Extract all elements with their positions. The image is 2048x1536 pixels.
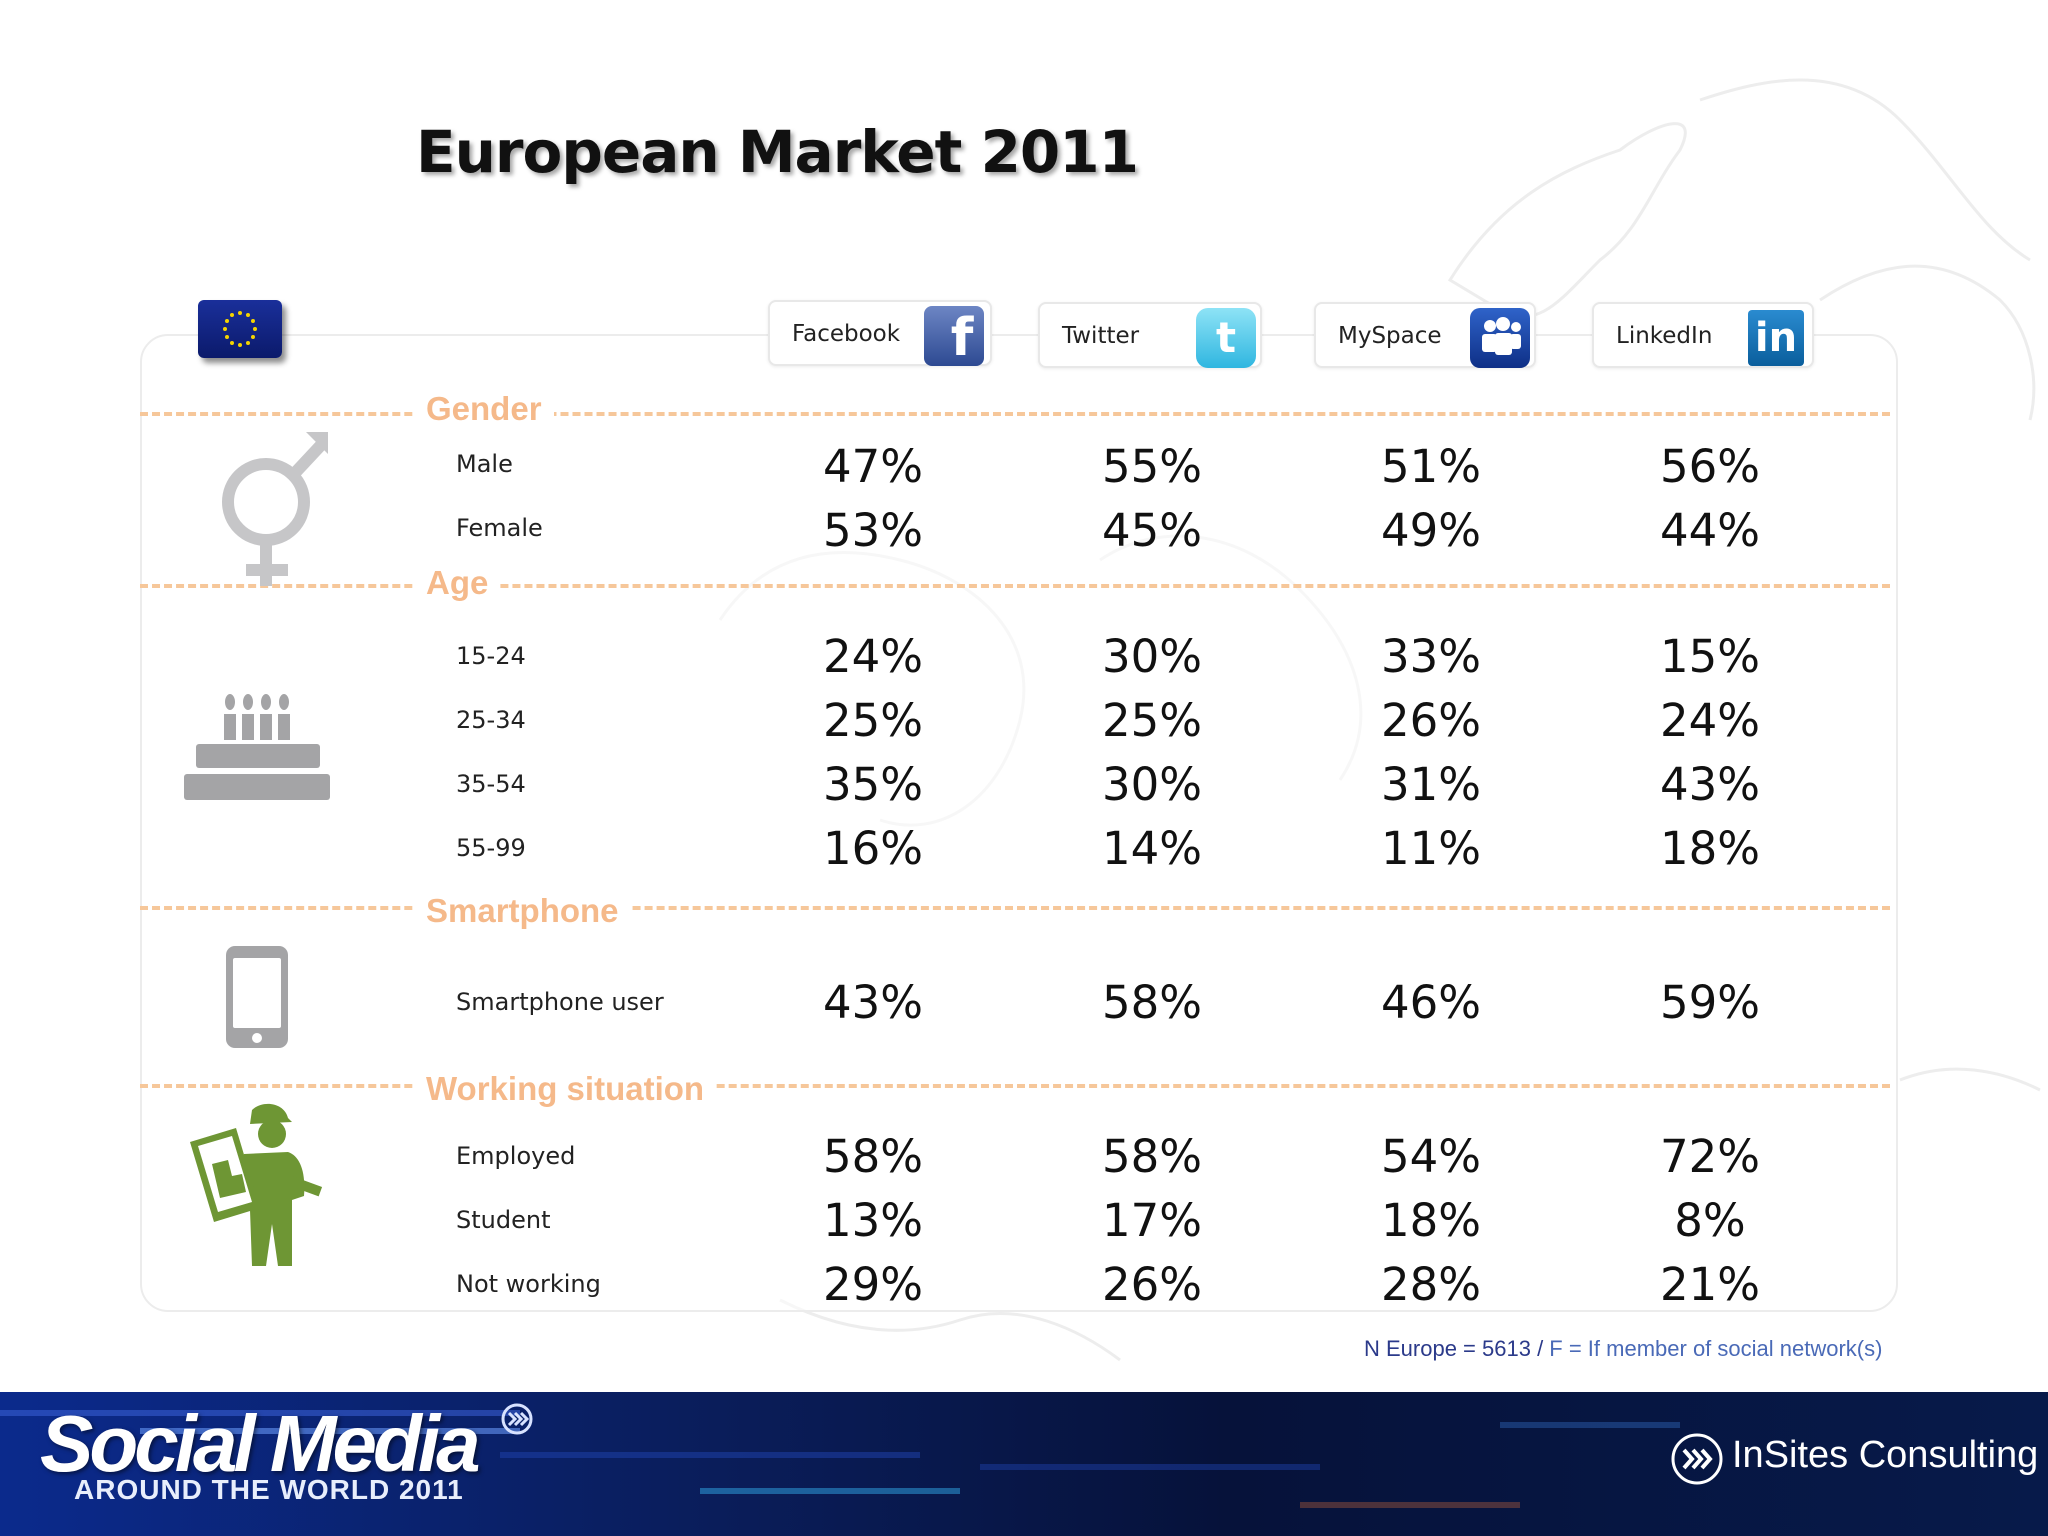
value-cell: 16%: [822, 822, 924, 875]
value-cell: 55%: [1101, 440, 1203, 493]
value-cell: 28%: [1380, 1258, 1482, 1311]
row-label-smartphone-user: Smartphone user: [456, 988, 664, 1016]
value-cell: 45%: [1101, 504, 1203, 557]
twitter-logo-icon: t: [1196, 308, 1256, 368]
column-header-label: Facebook: [792, 321, 901, 347]
social-media-brand-subtitle: AROUND THE WORLD 2011: [74, 1474, 464, 1505]
value-cell: 43%: [1659, 758, 1761, 811]
value-cell: 11%: [1380, 822, 1482, 875]
row-label-male: Male: [456, 450, 513, 478]
value-cell: 59%: [1659, 976, 1761, 1029]
value-cell: 14%: [1101, 822, 1203, 875]
sample-size-text: N Europe = 5613 /: [1364, 1336, 1544, 1361]
value-cell: 25%: [1101, 694, 1203, 747]
value-cell: 18%: [1380, 1194, 1482, 1247]
row-label-not-working: Not working: [456, 1270, 601, 1298]
eu-flag-icon: [198, 300, 282, 358]
insites-consulting-name: InSites Consulting: [1732, 1434, 2039, 1476]
column-header-label: Twitter: [1062, 323, 1140, 349]
value-cell: 21%: [1659, 1258, 1761, 1311]
linkedin-logo-icon: in: [1748, 310, 1804, 366]
value-cell: 31%: [1380, 758, 1482, 811]
value-cell: 44%: [1659, 504, 1761, 557]
value-cell: 26%: [1380, 694, 1482, 747]
myspace-logo-icon: [1470, 308, 1530, 368]
value-cell: 8%: [1674, 1194, 1746, 1247]
column-header-facebook: Facebook f: [768, 300, 992, 368]
value-cell: 46%: [1380, 976, 1482, 1029]
value-cell: 29%: [822, 1258, 924, 1311]
section-title-age: Age: [414, 564, 501, 602]
value-cell: 18%: [1659, 822, 1761, 875]
row-label-35-54: 35-54: [456, 770, 526, 798]
section-divider: [140, 1084, 1890, 1088]
social-media-brand-title: Social Media: [40, 1399, 481, 1488]
brand-arrows-icon: [501, 1403, 533, 1435]
facebook-logo-icon: f: [924, 306, 984, 368]
data-table-panel: [140, 334, 1898, 1312]
row-label-female: Female: [456, 514, 543, 542]
value-cell: 51%: [1380, 440, 1482, 493]
section-title-gender: Gender: [414, 390, 554, 428]
value-cell: 17%: [1101, 1194, 1203, 1247]
value-cell: 72%: [1659, 1130, 1761, 1183]
section-divider: [140, 584, 1890, 588]
section-title-smartphone: Smartphone: [414, 892, 631, 930]
column-header-myspace: MySpace: [1314, 302, 1536, 368]
column-header-label: LinkedIn: [1616, 323, 1713, 349]
birthday-cake-icon: [184, 694, 330, 800]
value-cell: 15%: [1659, 630, 1761, 683]
row-label-15-24: 15-24: [456, 642, 526, 670]
value-cell: 56%: [1659, 440, 1761, 493]
column-header-linkedin: LinkedIn in: [1592, 302, 1814, 368]
sample-size-footnote: N Europe = 5613 / F = If member of socia…: [1364, 1336, 1882, 1362]
value-cell: 58%: [822, 1130, 924, 1183]
section-divider: [140, 412, 1890, 416]
value-cell: 58%: [1101, 976, 1203, 1029]
value-cell: 53%: [822, 504, 924, 557]
value-cell: 24%: [822, 630, 924, 683]
value-cell: 30%: [1101, 758, 1203, 811]
section-title-working-situation: Working situation: [414, 1070, 717, 1108]
section-divider: [140, 906, 1890, 910]
slide-title: European Market 2011: [416, 118, 1139, 186]
worker-icon: [190, 1103, 323, 1266]
value-cell: 54%: [1380, 1130, 1482, 1183]
value-cell: 47%: [822, 440, 924, 493]
gender-symbol-icon: [222, 432, 328, 586]
row-label-student: Student: [456, 1206, 551, 1234]
value-cell: 35%: [822, 758, 924, 811]
column-header-label: MySpace: [1338, 323, 1442, 349]
membership-definition-text: F = If member of social network(s): [1543, 1336, 1883, 1361]
smartphone-icon: [226, 946, 288, 1048]
value-cell: 43%: [822, 976, 924, 1029]
row-label-employed: Employed: [456, 1142, 576, 1170]
row-label-55-99: 55-99: [456, 834, 526, 862]
column-header-twitter: Twitter t: [1038, 302, 1262, 368]
value-cell: 30%: [1101, 630, 1203, 683]
value-cell: 49%: [1380, 504, 1482, 557]
value-cell: 25%: [822, 694, 924, 747]
row-label-25-34: 25-34: [456, 706, 526, 734]
value-cell: 58%: [1101, 1130, 1203, 1183]
value-cell: 33%: [1380, 630, 1482, 683]
insites-logo-icon: [1671, 1433, 1723, 1485]
value-cell: 13%: [822, 1194, 924, 1247]
value-cell: 24%: [1659, 694, 1761, 747]
value-cell: 26%: [1101, 1258, 1203, 1311]
